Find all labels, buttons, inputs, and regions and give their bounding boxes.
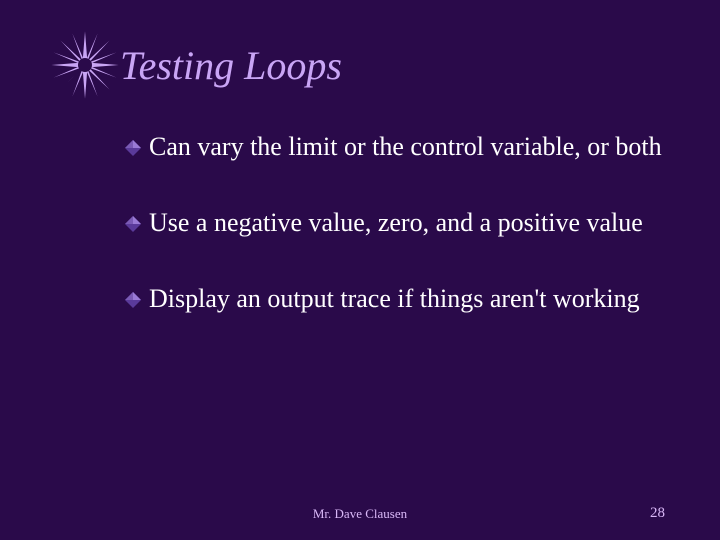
- bullet-item: Can vary the limit or the control variab…: [125, 130, 670, 164]
- page-number: 28: [650, 505, 665, 522]
- bullet-text: Display an output trace if things aren't…: [149, 282, 670, 316]
- bullet-text: Use a negative value, zero, and a positi…: [149, 206, 670, 240]
- slide-title: Testing Loops: [120, 42, 342, 89]
- bullet-list: Can vary the limit or the control variab…: [50, 130, 670, 315]
- footer-author: Mr. Dave Clausen: [313, 506, 407, 522]
- diamond-bullet-icon: [125, 292, 141, 308]
- footer: Mr. Dave Clausen 28: [0, 506, 720, 522]
- title-row: Testing Loops: [50, 30, 670, 100]
- diamond-bullet-icon: [125, 140, 141, 156]
- bullet-item: Display an output trace if things aren't…: [125, 282, 670, 316]
- bullet-item: Use a negative value, zero, and a positi…: [125, 206, 670, 240]
- diamond-bullet-icon: [125, 216, 141, 232]
- bullet-text: Can vary the limit or the control variab…: [149, 130, 670, 164]
- slide: Testing Loops Can vary the limit or the …: [0, 0, 720, 540]
- burst-icon: [50, 30, 120, 100]
